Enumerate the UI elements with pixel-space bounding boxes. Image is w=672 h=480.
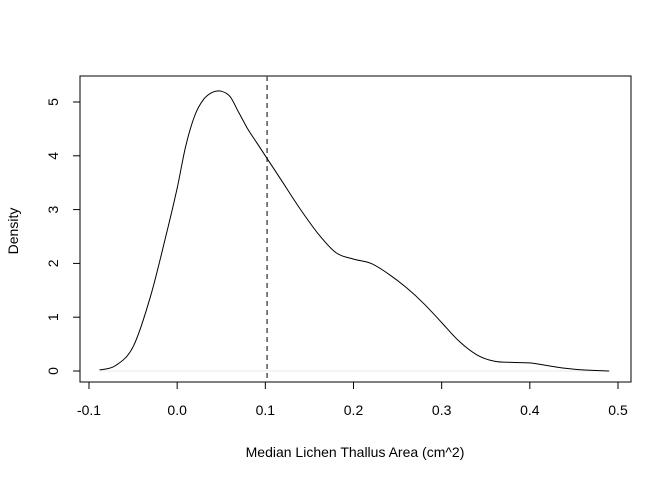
x-tick-label: -0.1 xyxy=(77,402,101,418)
x-tick-label: 0.2 xyxy=(344,402,364,418)
y-tick-label: 5 xyxy=(45,98,61,106)
x-tick-label: 0.3 xyxy=(432,402,452,418)
y-tick-label: 3 xyxy=(45,205,61,213)
x-tick-label: 0.0 xyxy=(167,402,187,418)
x-tick-label: 0.4 xyxy=(520,402,540,418)
x-tick-label: 0.5 xyxy=(608,402,628,418)
x-tick-label: 0.1 xyxy=(256,402,276,418)
x-axis-label: Median Lichen Thallus Area (cm^2) xyxy=(246,444,465,460)
density-curve xyxy=(99,90,610,372)
y-axis: 0 1 2 3 4 5 xyxy=(45,98,81,375)
x-axis: -0.1 0.0 0.1 0.2 0.3 0.4 0.5 xyxy=(77,381,628,418)
y-tick-label: 4 xyxy=(45,152,61,160)
y-tick-label: 1 xyxy=(45,313,61,321)
y-tick-label: 2 xyxy=(45,259,61,267)
y-tick-label: 0 xyxy=(45,367,61,375)
y-axis-label: Density xyxy=(5,208,21,255)
plot-frame xyxy=(79,75,632,383)
